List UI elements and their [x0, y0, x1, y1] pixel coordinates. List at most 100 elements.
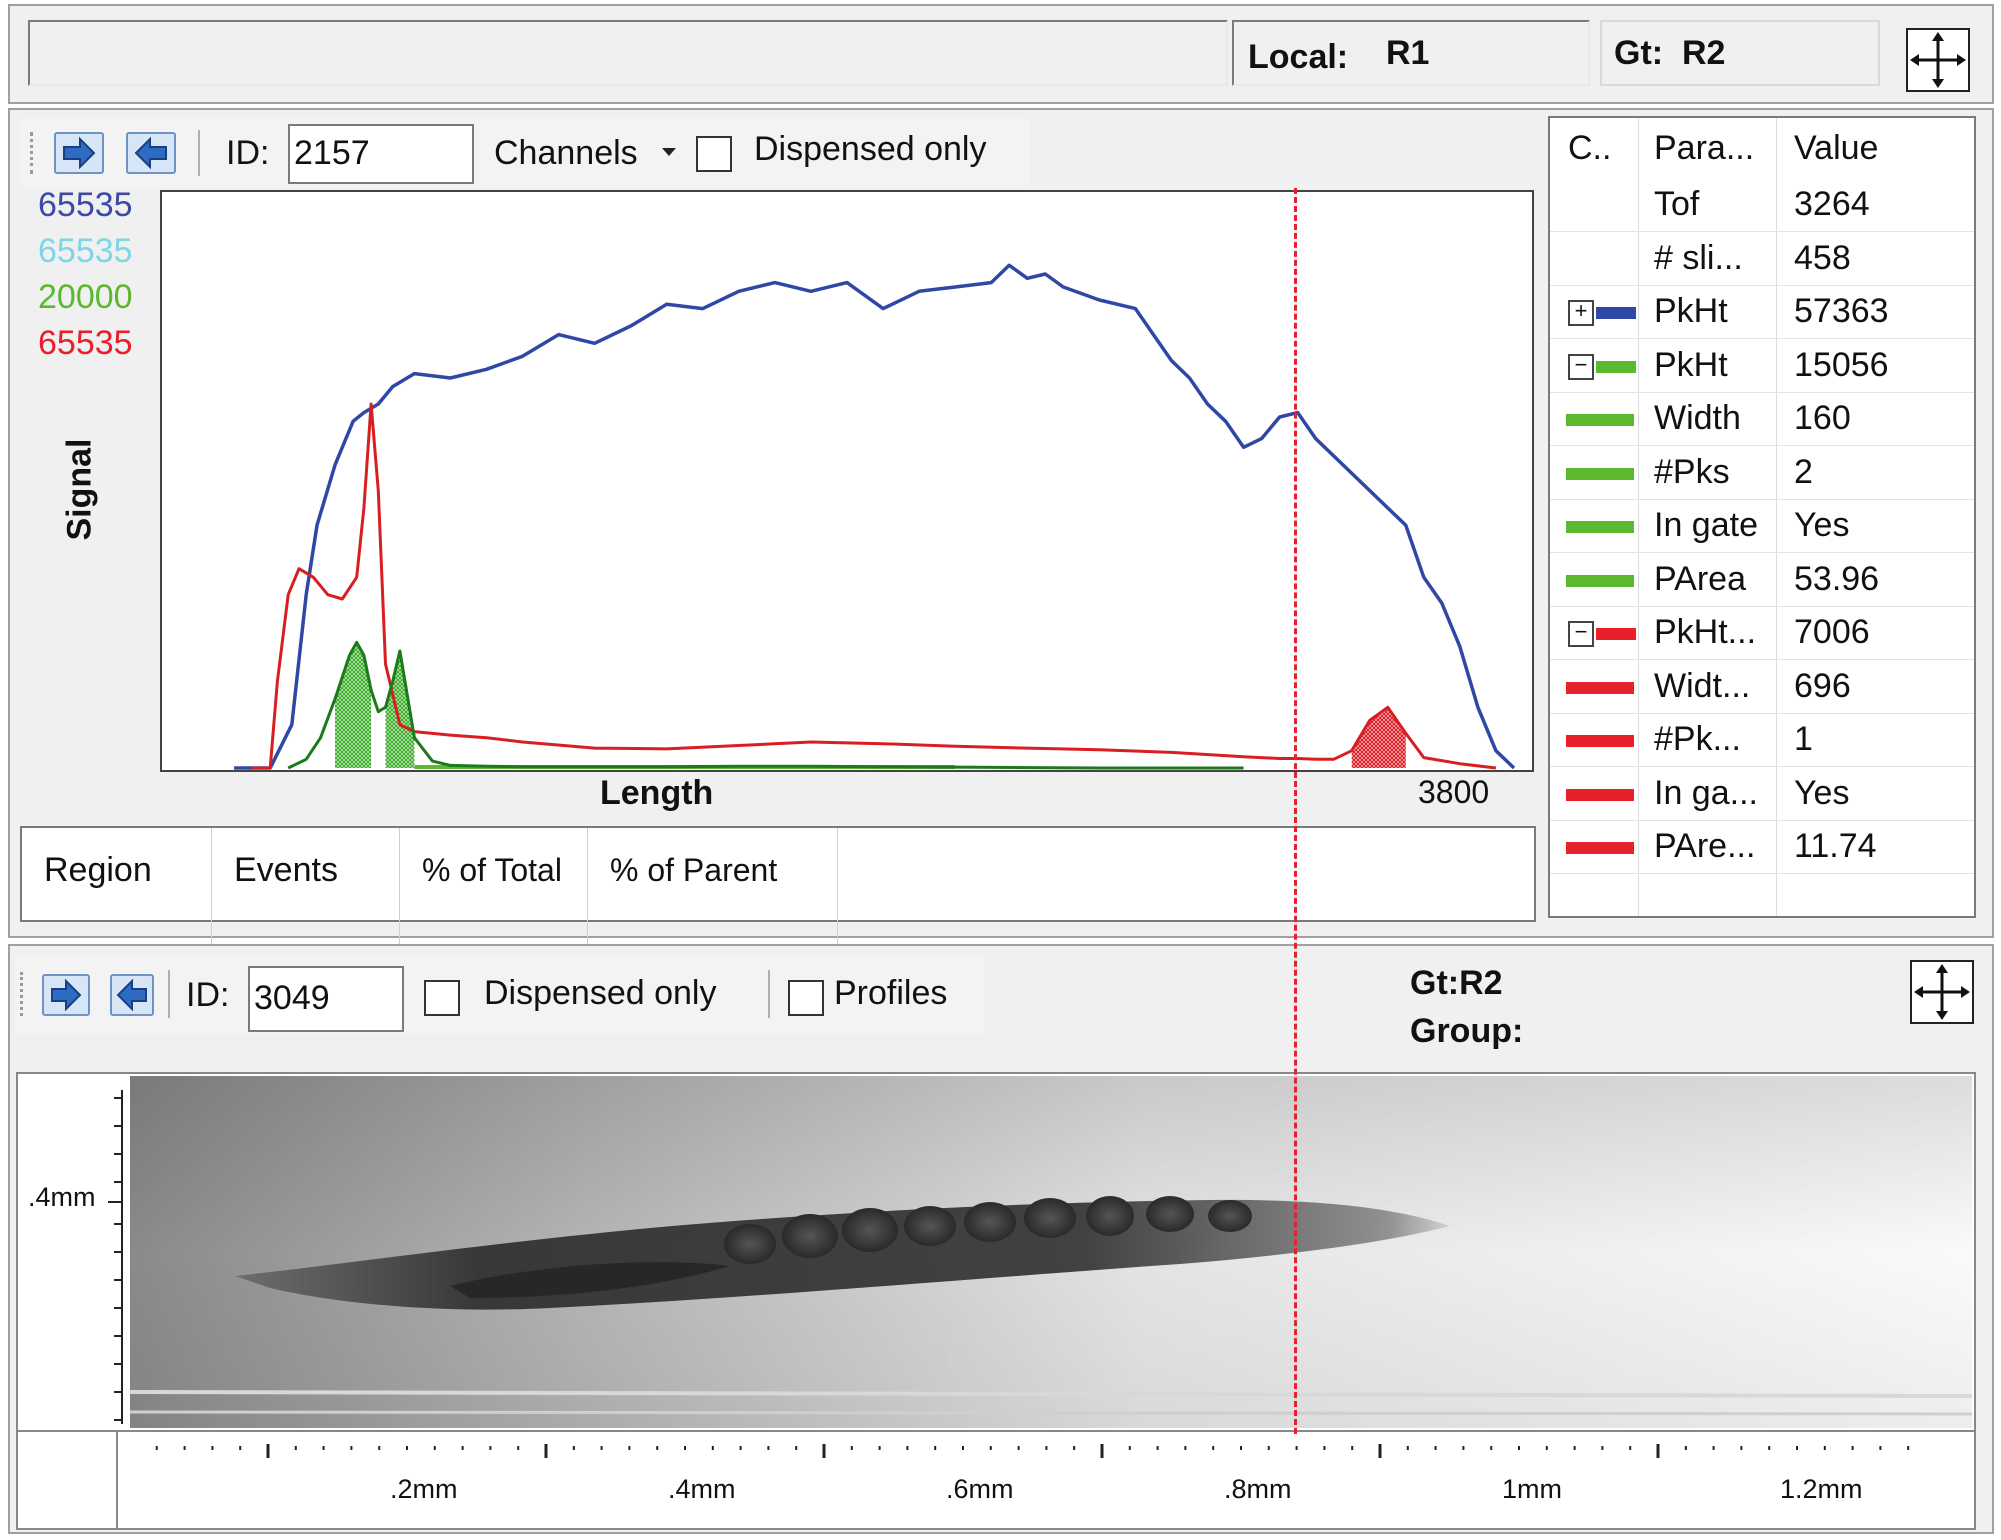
param-table-row[interactable]: PAre... 11.74 — [1550, 820, 1974, 874]
param-table-row[interactable]: #Pk... 1 — [1550, 713, 1974, 767]
param-name-cell: PArea — [1654, 559, 1746, 598]
gate-value: R2 — [1682, 34, 1726, 72]
position-cursor-line[interactable] — [1294, 188, 1297, 1434]
local-region-field: Local: R1 — [1232, 20, 1590, 86]
move-arrows-icon — [1914, 964, 1970, 1020]
worm-micrograph — [130, 1076, 1972, 1428]
arrow-left-icon — [134, 136, 167, 170]
percent-parent-column-header[interactable]: % of Parent — [588, 828, 838, 948]
param-table-row[interactable]: + PkHt 57363 — [1550, 285, 1974, 339]
x-ruler-tick-label: .8mm — [1224, 1474, 1292, 1504]
dispensed-only-checkbox[interactable] — [696, 136, 732, 172]
image-dispensed-only-checkbox[interactable] — [424, 980, 460, 1016]
events-column-header[interactable]: Events — [212, 828, 400, 948]
collapse-node-icon[interactable]: − — [1568, 621, 1594, 647]
color-column-header[interactable]: C.. — [1568, 129, 1612, 167]
param-table-row[interactable]: # sli... 458 — [1550, 232, 1974, 286]
image-dispensed-only-label: Dispensed only — [484, 974, 717, 1012]
status-message-field — [28, 20, 1228, 86]
expand-top-button[interactable] — [1906, 28, 1970, 92]
channel-color-swatch — [1566, 574, 1634, 587]
next-record-button[interactable] — [54, 132, 104, 174]
x-ruler-tick-label: 1.2mm — [1780, 1474, 1863, 1504]
dispensed-only-label: Dispensed only — [754, 130, 987, 168]
col-divider — [1776, 118, 1777, 916]
param-value-cell: 160 — [1794, 399, 1851, 437]
x-ruler-tick-label: 1mm — [1502, 1474, 1562, 1504]
param-table-row[interactable]: #Pks 2 — [1550, 446, 1974, 500]
arrow-right-icon — [51, 978, 82, 1012]
toolbar-separator — [768, 970, 770, 1018]
param-value-cell: 3264 — [1794, 185, 1870, 223]
param-table-header: C.. Para... Value — [1550, 118, 1974, 178]
parameter-table: C.. Para... Value Tof 3264 # sli... 458 + PkH… — [1548, 116, 1976, 918]
param-table-row[interactable]: − PkHt 15056 — [1550, 339, 1974, 393]
profiles-checkbox[interactable] — [788, 980, 824, 1016]
channel-color-swatch — [1596, 628, 1636, 640]
signal-series-line — [234, 263, 1516, 770]
image-gate-label: Gt:R2 — [1410, 964, 1503, 1002]
move-arrows-icon — [1910, 32, 1966, 88]
toolbar-grip[interactable] — [20, 972, 26, 1016]
param-table-row[interactable]: In gate Yes — [1550, 499, 1974, 553]
channel-max-red: 65535 — [38, 324, 133, 362]
channel-color-swatch — [1596, 360, 1636, 373]
arrow-right-icon — [63, 136, 96, 170]
param-name-cell: PkHt — [1654, 292, 1728, 330]
x-ruler-labels: .2mm .4mm .6mm .8mm 1mm 1.2mm — [130, 1474, 1970, 1514]
value-column-header[interactable]: Value — [1794, 129, 1879, 167]
y-ruler — [108, 1090, 123, 1424]
param-value-cell: Yes — [1794, 506, 1850, 544]
toolbar-grip[interactable] — [30, 132, 36, 174]
signal-plot[interactable] — [160, 190, 1534, 772]
channel-color-swatch — [1566, 467, 1634, 480]
expand-image-button[interactable] — [1910, 960, 1974, 1024]
x-ruler-tick-label: .2mm — [390, 1474, 458, 1504]
chevron-down-icon[interactable] — [662, 148, 676, 156]
parameter-column-header[interactable]: Para... — [1654, 129, 1755, 167]
channel-color-swatch — [1566, 681, 1634, 694]
param-value-cell: 696 — [1794, 666, 1851, 705]
param-value-cell: Yes — [1794, 773, 1850, 812]
signal-series-line — [252, 402, 1497, 770]
x-ruler-tick-label: .4mm — [668, 1474, 736, 1504]
channel-color-swatch — [1566, 735, 1634, 747]
channels-dropdown-label[interactable]: Channels — [494, 134, 638, 172]
gate-label: Gt: — [1614, 34, 1664, 72]
percent-total-column-header[interactable]: % of Total — [400, 828, 588, 948]
image-id-input[interactable]: 3049 — [248, 966, 404, 1032]
channel-max-cyan: 65535 — [38, 232, 133, 270]
collapse-node-icon[interactable]: − — [1568, 353, 1594, 380]
next-image-button[interactable] — [42, 974, 90, 1016]
expand-node-icon[interactable]: + — [1568, 300, 1594, 326]
param-name-cell: #Pks — [1654, 452, 1730, 491]
signal-id-input[interactable]: 2157 — [288, 124, 474, 184]
param-table-row[interactable]: Width 160 — [1550, 392, 1974, 446]
param-name-cell: Widt... — [1654, 666, 1751, 705]
param-value-cell: 2 — [1794, 452, 1813, 491]
param-name-cell: # sli... — [1654, 238, 1743, 277]
local-label: Local: — [1248, 38, 1349, 76]
x-ruler — [155, 1444, 1910, 1458]
channel-color-swatch — [1566, 842, 1634, 854]
channel-color-swatch — [1566, 788, 1634, 801]
region-table: Region Events % of Total % of Parent — [20, 826, 1536, 948]
image-viewer[interactable]: .4mm — [16, 1072, 1976, 1530]
channel-color-swatch — [1566, 414, 1634, 426]
param-table-row[interactable]: PArea 53.96 — [1550, 553, 1974, 607]
y-axis-label: Signal — [60, 438, 99, 541]
param-value-cell: 458 — [1794, 238, 1851, 277]
previous-record-button[interactable] — [126, 132, 176, 174]
channel-color-swatch — [1566, 521, 1634, 533]
previous-image-button[interactable] — [110, 974, 154, 1016]
param-table-row[interactable]: In ga... Yes — [1550, 767, 1974, 821]
profiles-label: Profiles — [834, 974, 948, 1012]
param-table-row[interactable]: Tof 3264 — [1550, 178, 1974, 232]
param-value-cell: 53.96 — [1794, 559, 1880, 598]
param-table-row[interactable]: − PkHt... 7006 — [1550, 606, 1974, 660]
region-column-header[interactable]: Region — [22, 828, 212, 948]
param-value-cell: 15056 — [1794, 345, 1889, 384]
x-ruler-tick-label: .6mm — [946, 1474, 1014, 1504]
param-table-row[interactable]: Widt... 696 — [1550, 660, 1974, 714]
param-name-cell: PkHt... — [1654, 613, 1757, 651]
